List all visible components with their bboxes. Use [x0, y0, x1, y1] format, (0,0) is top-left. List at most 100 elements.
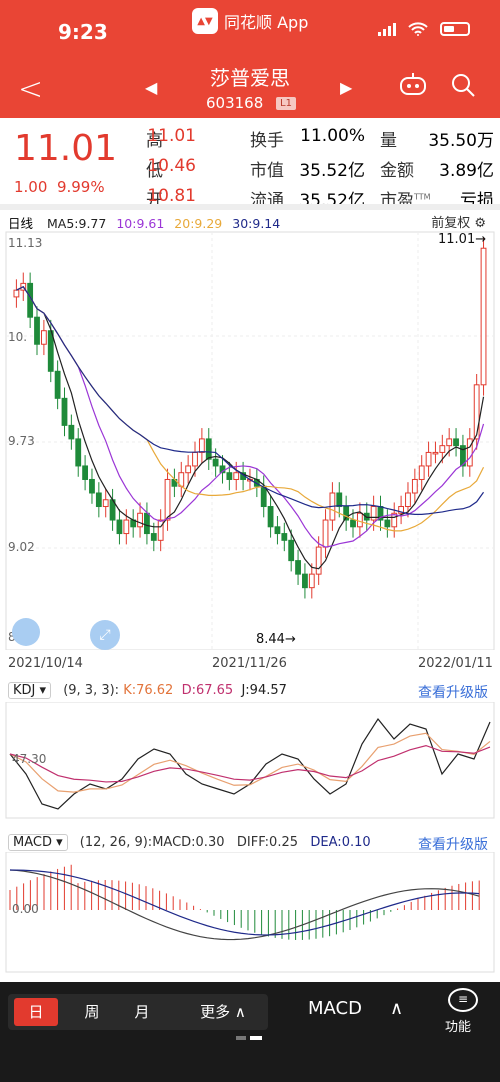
candle-body: [150, 533, 157, 541]
candle-body: [322, 519, 329, 548]
y-label-2: 10.: [8, 330, 28, 344]
candle-body: [198, 438, 205, 453]
candle-body: [432, 451, 439, 455]
kdj-selector[interactable]: KDJ ▾: [8, 682, 52, 699]
search-icon[interactable]: [450, 72, 476, 98]
kdj-frame: [5, 702, 495, 819]
candle-body: [308, 573, 315, 589]
macd-upgrade-link[interactable]: 查看升级版: [418, 837, 488, 853]
candle-body: [267, 506, 274, 528]
menu-icon[interactable]: ≡: [448, 988, 478, 1012]
candle-body: [460, 445, 466, 467]
prev-stock-icon[interactable]: ◀: [145, 78, 158, 97]
candle-body: [439, 445, 446, 453]
j-line: [9, 717, 491, 810]
function-label[interactable]: 功能: [445, 1020, 472, 1035]
quote-value: 10.46: [147, 156, 196, 176]
candle-body: [95, 492, 102, 508]
macd-chart[interactable]: [0, 852, 500, 974]
candle-body: [116, 519, 123, 535]
period-label: 日线: [8, 216, 34, 231]
y-label-4: 9.02: [8, 540, 35, 554]
candle-body: [82, 465, 89, 480]
settings-icon[interactable]: ⚙: [474, 216, 486, 231]
kdj-upgrade-link[interactable]: 查看升级版: [418, 685, 488, 701]
candle-body: [411, 478, 418, 494]
candle-body: [34, 316, 40, 345]
macd-selector[interactable]: MACD ▾: [8, 834, 68, 851]
diff-line: [9, 869, 480, 941]
quote-value: 11.01: [147, 126, 196, 146]
candle-body: [418, 465, 425, 480]
status-icons: [378, 22, 470, 36]
candle-body: [61, 397, 68, 426]
back-icon[interactable]: <: [18, 72, 44, 107]
candle-body: [356, 512, 363, 528]
battery-icon: [440, 22, 470, 36]
quote-label: 金额: [380, 161, 414, 181]
app-name: 同花顺 App: [224, 13, 309, 32]
chevron-up-icon[interactable]: ∧: [390, 998, 404, 1019]
macd-frame: [5, 852, 495, 973]
candle-body: [212, 458, 219, 467]
candle-body: [13, 289, 20, 298]
macd-zero: 0.00: [12, 902, 39, 916]
kdj-chart[interactable]: [0, 702, 500, 820]
candle-body: [480, 247, 487, 386]
x-label-end: 2022/01/11: [418, 656, 493, 671]
current-price: 11.01: [14, 128, 118, 169]
app-logo-icon: ▲▼: [192, 8, 218, 34]
candle-body: [164, 478, 171, 521]
zoom-out-icon[interactable]: [12, 618, 40, 646]
candle-body: [398, 506, 405, 514]
candle-body: [405, 492, 411, 508]
ma-line: [16, 285, 485, 548]
candle-body: [157, 519, 164, 541]
quote-value: 11.00%: [300, 126, 365, 146]
app-pill: ▲▼ 同花顺 App: [186, 6, 316, 36]
tab-month[interactable]: 月: [134, 1003, 150, 1021]
quote-value: 35.50万: [428, 131, 494, 151]
candle-body: [54, 370, 61, 399]
dea-line: [9, 869, 480, 936]
robot-icon[interactable]: [398, 72, 428, 96]
candle-body: [226, 472, 233, 480]
x-label-mid: 2021/11/26: [212, 656, 287, 671]
ma-item: MA5:9.77: [47, 216, 107, 231]
ma-item: 30:9.14: [232, 216, 281, 231]
ma-line: [16, 285, 485, 532]
candle-body: [123, 519, 130, 535]
candle-body: [453, 438, 459, 447]
tab-day[interactable]: 日: [14, 998, 58, 1026]
candle-body: [446, 438, 453, 447]
candle-body: [473, 384, 480, 440]
quote-label: 低: [146, 161, 163, 181]
expand-icon[interactable]: ⤢: [90, 620, 120, 650]
macd-legend: MACD ▾ (12, 26, 9):MACD:0.30 DIFF:0.25 D…: [8, 834, 371, 851]
chart-frame: [5, 231, 495, 650]
candle-body: [370, 506, 377, 521]
tab-more[interactable]: 更多 ∧: [200, 1003, 246, 1021]
candle-body: [384, 519, 391, 528]
k-line: [9, 732, 491, 793]
candle-body: [343, 506, 350, 521]
next-stock-icon[interactable]: ▶: [340, 78, 353, 97]
quote-value: 3.89亿: [439, 161, 494, 181]
top-bar: 9:23 ▲▼ 同花顺 App < ◀ 莎普爱思 ▶ 603168 L1: [0, 0, 500, 118]
indicator-button[interactable]: MACD: [308, 998, 362, 1019]
tab-week[interactable]: 周: [84, 1003, 100, 1021]
stock-name: 莎普爱思: [210, 66, 290, 90]
quote-label: 换手: [250, 131, 284, 151]
kdj-legend: KDJ ▾ (9, 3, 3): K:76.62 D:67.65 J:94.57: [8, 682, 287, 699]
candle-body: [102, 499, 109, 508]
level-badge: L1: [276, 97, 296, 110]
quote-panel: 11.01 1.00 9.99% 高 11.01 换手 11.00% 量 35.50万低 1…: [0, 118, 500, 211]
wifi-icon: [408, 22, 428, 36]
high-marker: 11.01→: [438, 232, 487, 247]
adjust-toggle[interactable]: 前复权 ⚙: [431, 216, 486, 231]
candlestick-chart[interactable]: [0, 230, 500, 650]
quote-label: 高: [146, 131, 163, 151]
candle-body: [295, 560, 301, 575]
candle-body: [274, 526, 281, 535]
candle-body: [75, 438, 82, 467]
